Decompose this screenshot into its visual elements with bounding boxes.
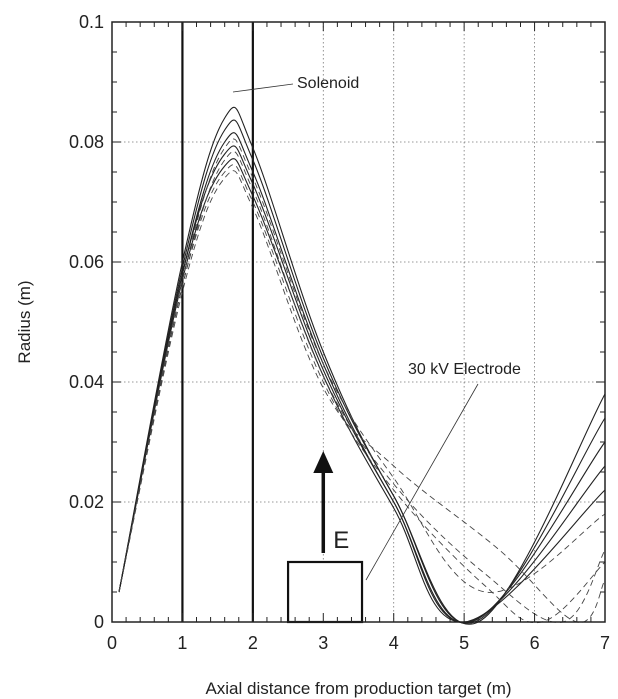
x-tick-label-3: 3 (318, 633, 328, 653)
x-tick-label-5: 5 (459, 633, 469, 653)
x-tick-label-6: 6 (530, 633, 540, 653)
x-tick-label-1: 1 (177, 633, 187, 653)
electrode-label: 30 kV Electrode (408, 361, 521, 378)
x-axis-label: Axial distance from production target (m… (205, 679, 511, 698)
y-tick-label-5: 0.1 (79, 12, 104, 32)
electrode-layer (286, 451, 364, 624)
series-line-0 (118, 106, 606, 625)
y-tick-label-1: 0.02 (69, 492, 104, 512)
electrode-box (286, 560, 364, 624)
y-tick-label-4: 0.08 (69, 132, 104, 152)
x-tick-label-2: 2 (248, 633, 258, 653)
electrode-leader-line (365, 383, 479, 581)
y-tick-label-2: 0.04 (69, 372, 104, 392)
plot-frame (111, 21, 606, 623)
x-tick-label-7: 7 (600, 633, 610, 653)
series-line-2 (118, 132, 606, 624)
y-tick-label-0: 0 (94, 612, 104, 632)
grid-layer (112, 22, 605, 622)
solenoid-label: Solenoid (297, 75, 359, 92)
x-tick-label-0: 0 (107, 633, 117, 653)
y-tick-label-3: 0.06 (69, 252, 104, 272)
field-label: E (333, 527, 349, 554)
series-line-5 (118, 138, 606, 593)
ticks-layer (111, 21, 606, 623)
y-tick-labels: 0 0.02 0.04 0.06 0.08 0.1 (69, 12, 104, 632)
x-tick-labels: 0 1 2 3 4 5 6 7 (107, 633, 610, 653)
x-tick-label-4: 4 (389, 633, 399, 653)
series-layer (118, 106, 606, 625)
solenoid-walls-layer (181, 22, 254, 622)
field-arrow-head (313, 451, 334, 473)
solenoid-leader-line (232, 83, 294, 93)
series-line-8 (118, 170, 606, 623)
y-axis-label: Radius (m) (15, 280, 34, 363)
